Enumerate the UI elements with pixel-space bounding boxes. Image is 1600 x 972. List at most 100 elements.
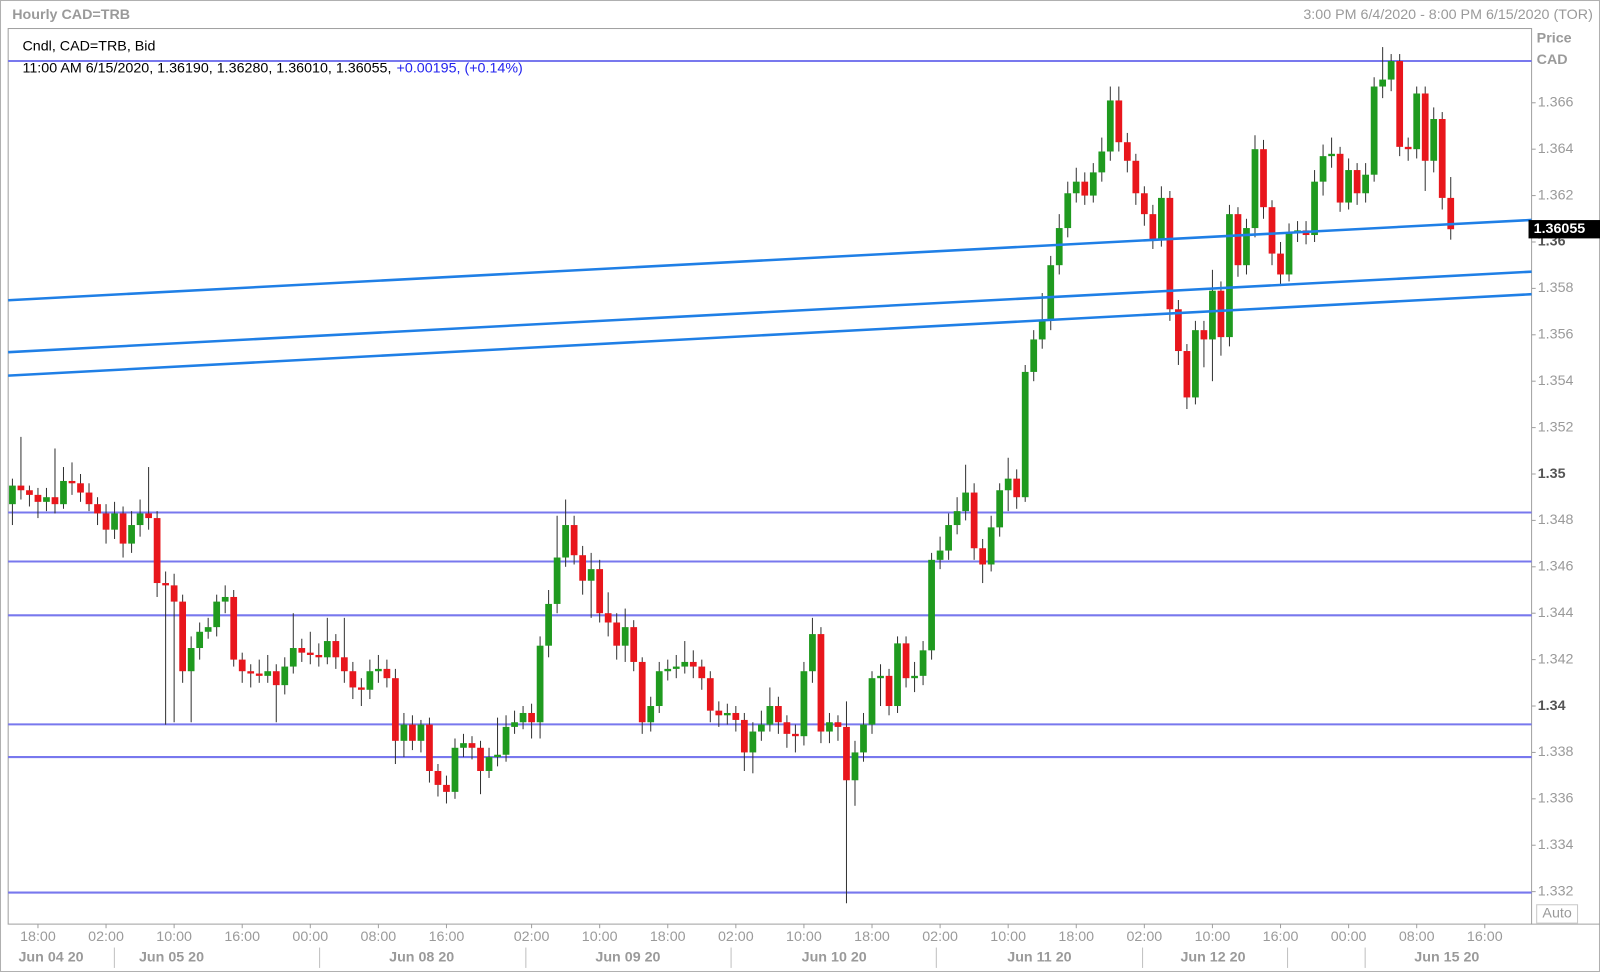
candle-body: [706, 678, 714, 711]
candle-body: [638, 661, 646, 723]
candle-body: [323, 641, 331, 658]
candle-body: [1132, 160, 1140, 194]
y-tick-label: 1.352: [1538, 419, 1574, 435]
candle-body: [1038, 320, 1046, 340]
candle-body: [1098, 151, 1106, 173]
candle-body: [911, 675, 918, 679]
candle-body: [357, 687, 365, 690]
candle-body: [102, 513, 110, 530]
candle-body: [979, 548, 987, 565]
trend-line: [8, 270, 1532, 354]
candle-body: [1158, 197, 1165, 240]
candle-body: [996, 490, 1004, 528]
candle-body: [1319, 156, 1327, 182]
candle-body: [187, 648, 195, 672]
candle-body: [196, 631, 204, 649]
candle-body: [281, 666, 289, 686]
candle-body: [775, 706, 782, 723]
candle-body: [885, 675, 893, 707]
candle-body: [298, 648, 306, 653]
x-tick-label: 16:00: [429, 929, 465, 945]
last-price-tag: [1528, 220, 1600, 239]
x-tick-label: 10:00: [786, 929, 822, 945]
candle-body: [221, 596, 229, 602]
auto-button-label[interactable]: Auto: [1542, 906, 1571, 922]
candle-body: [17, 485, 25, 491]
candle-body: [1089, 172, 1097, 196]
x-tick-label: 10:00: [1195, 929, 1231, 945]
candle-body: [468, 743, 476, 748]
candle-body: [894, 643, 901, 707]
x-tick-label: 08:00: [361, 929, 397, 945]
plot-area: [7, 28, 1533, 925]
candle-body: [1345, 170, 1352, 203]
y-tick-label: 1.364: [1538, 141, 1574, 157]
chart-title: Hourly CAD=TRB: [12, 7, 130, 23]
candle-body: [545, 603, 552, 646]
y-tick-label: 1.342: [1538, 651, 1574, 667]
candle-body: [1396, 61, 1404, 147]
candle-body: [953, 511, 961, 526]
auto-button[interactable]: [1536, 904, 1579, 924]
legend-info: 11:00 AM 6/15/2020, 1.36190, 1.36280, 1.…: [22, 60, 522, 76]
candle-body: [238, 659, 246, 672]
candle-body: [562, 525, 569, 558]
candle-body: [85, 492, 93, 505]
y-tick-label: 1.35: [1538, 466, 1566, 482]
x-tick-label: 02:00: [922, 929, 958, 945]
candle-body: [1055, 228, 1063, 266]
candle-body: [809, 634, 816, 672]
candle-body: [919, 650, 927, 676]
trend-line: [8, 292, 1532, 377]
candle-body: [851, 752, 859, 781]
plot: [8, 47, 1532, 904]
candle-body: [647, 706, 655, 723]
candle-body: [1421, 93, 1429, 161]
date-label: Jun 10 20: [802, 950, 867, 966]
candle-body: [860, 724, 867, 753]
x-tick-label: 10:00: [990, 929, 1026, 945]
candle-body: [1106, 100, 1114, 152]
y-tick-label: 1.366: [1538, 95, 1574, 111]
candle-body: [843, 726, 850, 781]
y-tick-label: 1.334: [1538, 837, 1574, 853]
candle-body: [519, 712, 527, 723]
x-tick-label: 16:00: [1467, 929, 1503, 945]
x-tick-label: 16:00: [1263, 929, 1299, 945]
candle-body: [383, 668, 391, 679]
x-tick-label: 02:00: [1126, 929, 1162, 945]
candle-body: [970, 492, 978, 549]
y-tick-label: 1.338: [1538, 744, 1574, 760]
candle-body: [400, 724, 408, 741]
candle-body: [877, 675, 884, 679]
candle-body: [570, 525, 578, 556]
candle-body: [153, 518, 161, 584]
candle-body: [1115, 100, 1123, 143]
y-tick-label: 1.332: [1538, 883, 1574, 899]
candle-body: [630, 627, 638, 662]
x-tick-label: 18:00: [20, 929, 56, 945]
candle-body: [1430, 119, 1438, 161]
candle-body: [1251, 149, 1259, 229]
candle-body: [1438, 119, 1446, 198]
candle-body: [1404, 146, 1412, 150]
candle-body: [128, 525, 135, 544]
legend-ohlc: 11:00 AM 6/15/2020, 1.36190, 1.36280, 1.…: [22, 60, 391, 76]
candle-body: [204, 627, 212, 632]
candle-body: [1285, 232, 1293, 275]
candle-body: [332, 641, 340, 658]
candle-body: [1166, 197, 1174, 310]
y-tick-label: 1.356: [1538, 327, 1574, 343]
y-tick-label: 1.336: [1538, 791, 1574, 807]
date-label: Jun 08 20: [389, 950, 454, 966]
candle-body: [375, 668, 382, 672]
candle-body: [1004, 478, 1012, 491]
y-axis-unit: CAD: [1537, 52, 1568, 68]
candle-body: [587, 569, 595, 581]
legend-change: +0.00195, (+0.14%): [397, 60, 523, 76]
candle-body: [1123, 142, 1131, 161]
candle-body: [409, 724, 416, 741]
candle-body: [477, 747, 484, 771]
candle-body: [392, 678, 399, 741]
candle-body: [247, 671, 255, 674]
